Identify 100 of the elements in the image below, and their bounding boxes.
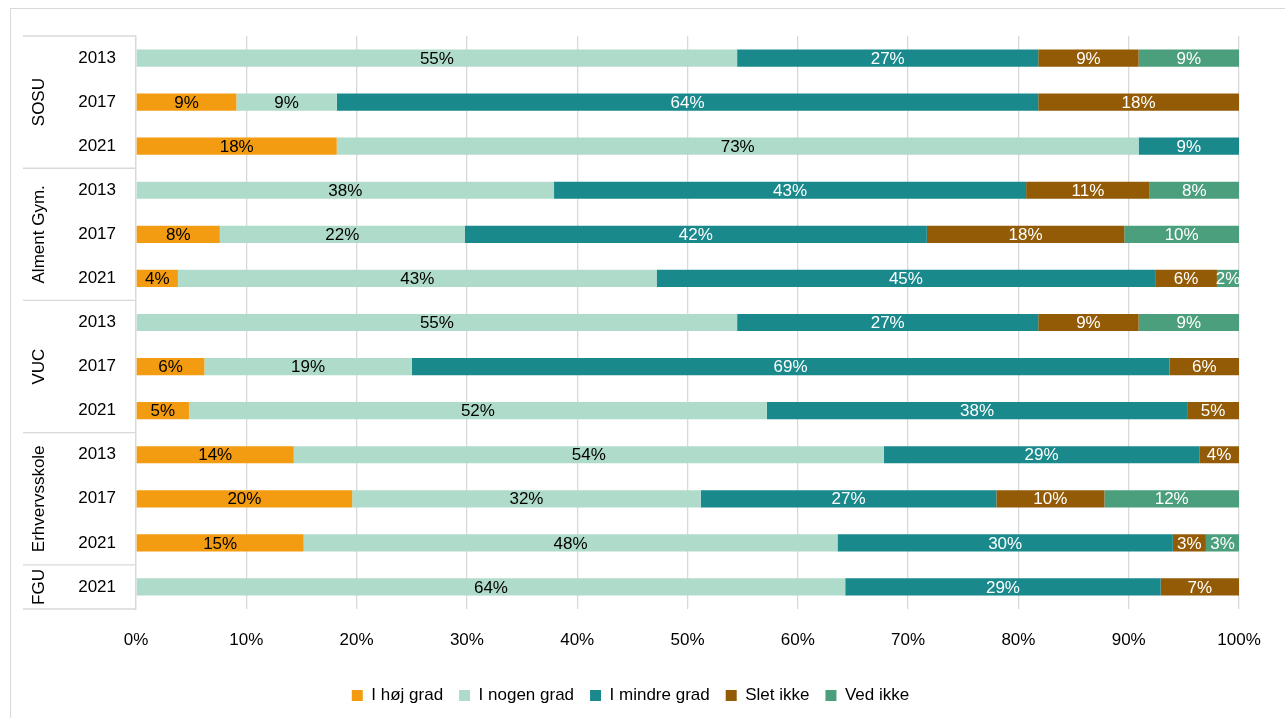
data-label: 22%: [325, 225, 360, 245]
bar: [336, 93, 1039, 111]
y-tick-label: 2017: [78, 488, 116, 508]
data-label: 6%: [1191, 357, 1217, 377]
legend-label: I mindre grad: [609, 685, 710, 705]
legend-label: I høj grad: [371, 685, 444, 705]
y-tick-label: 2021: [78, 400, 116, 420]
data-label: 3%: [1210, 533, 1235, 553]
bar: [1026, 181, 1150, 199]
bar: [136, 578, 846, 596]
bar: [464, 225, 927, 243]
bar: [136, 446, 294, 464]
text: VUC: [28, 348, 48, 385]
data-label: 11%: [1071, 180, 1105, 200]
bar: [219, 225, 465, 243]
bar: [1104, 490, 1239, 508]
bar: [554, 181, 1027, 199]
data-label: 64%: [473, 577, 508, 597]
data-label: 55%: [419, 48, 454, 68]
bar: [352, 490, 701, 508]
y-tick-label: 2021: [78, 135, 116, 155]
data-label: 42%: [678, 225, 713, 245]
data-label: 52%: [460, 401, 495, 421]
data-label: 5%: [1200, 401, 1226, 421]
data-label: 7%: [1187, 577, 1213, 597]
bar: [656, 269, 1156, 288]
data-label: 20%: [227, 489, 262, 509]
data-label: 18%: [1008, 225, 1043, 245]
data-label: 10%: [1164, 225, 1199, 245]
bar: [204, 357, 412, 376]
x-tick-label: 40%: [560, 629, 595, 649]
data-label: 12%: [1154, 489, 1189, 509]
bar: [336, 137, 1139, 155]
bar: [845, 578, 1161, 596]
bar: [1038, 49, 1139, 67]
data-label: 18%: [1121, 92, 1156, 112]
y-tick-label: 2021: [78, 532, 116, 552]
y-tick-label: 2021: [78, 268, 116, 288]
bar: [411, 357, 1170, 376]
data-label: 9%: [1176, 48, 1202, 68]
bar: [1138, 49, 1239, 67]
data-label: 38%: [328, 180, 363, 200]
data-label: 9%: [174, 92, 199, 112]
data-label: 10%: [1033, 489, 1068, 509]
bar: [293, 446, 884, 464]
x-tick-label: 50%: [670, 629, 705, 649]
data-label: 32%: [509, 489, 544, 509]
data-label: 64%: [670, 92, 705, 112]
bar: [700, 490, 997, 508]
data-label: 9%: [1176, 313, 1202, 333]
text: Erhvervsskole: [28, 445, 48, 553]
bar: [188, 402, 767, 420]
legend-label: Ved ikke: [844, 685, 910, 705]
data-label: 6%: [1173, 269, 1199, 289]
bar: [136, 313, 738, 332]
y-tick-label: 2013: [78, 179, 116, 199]
x-tick-label: 80%: [1001, 629, 1036, 649]
y-tick-label: 2013: [78, 444, 116, 464]
bar: [303, 534, 838, 552]
data-label: 48%: [553, 533, 588, 553]
data-label: 27%: [870, 313, 905, 333]
x-tick-label: 100%: [1217, 629, 1261, 649]
y-tick-label: 2017: [78, 224, 116, 244]
bar: [883, 446, 1200, 464]
text: Alment Gym.: [28, 185, 48, 284]
data-label: 14%: [198, 445, 233, 465]
y-tick-label: 2013: [78, 47, 116, 67]
x-tick-label: 60%: [780, 629, 815, 649]
bar: [136, 49, 738, 67]
data-label: 27%: [831, 489, 866, 509]
data-label: 19%: [291, 357, 326, 377]
legend-label: I nogen grad: [478, 685, 575, 705]
bar: [926, 225, 1125, 243]
data-label: 54%: [571, 445, 606, 465]
bar: [136, 490, 353, 508]
x-tick-label: 20%: [339, 629, 374, 649]
data-label: 18%: [219, 136, 254, 156]
data-label: 55%: [419, 313, 454, 333]
data-label: 69%: [773, 357, 808, 377]
y-tick-label: 2013: [78, 312, 116, 332]
bar: [136, 181, 555, 199]
bar: [737, 313, 1039, 332]
x-tick-label: 70%: [891, 629, 926, 649]
bar: [1160, 578, 1239, 596]
data-label: 4%: [144, 269, 170, 289]
data-label: 27%: [870, 48, 905, 68]
data-label: 3%: [1177, 533, 1202, 553]
data-label: 38%: [960, 401, 995, 421]
x-tick-label: 0%: [123, 629, 149, 649]
text: FGU: [28, 569, 48, 605]
data-label: 4%: [1206, 445, 1232, 465]
bar: [136, 534, 304, 552]
data-label: 43%: [773, 180, 808, 200]
bar: [136, 137, 337, 155]
x-tick-label: 10%: [229, 629, 264, 649]
bar: [177, 269, 657, 288]
data-label: 8%: [165, 225, 191, 245]
bar: [737, 49, 1039, 67]
data-label: 45%: [888, 269, 923, 289]
data-label: 30%: [988, 533, 1023, 553]
